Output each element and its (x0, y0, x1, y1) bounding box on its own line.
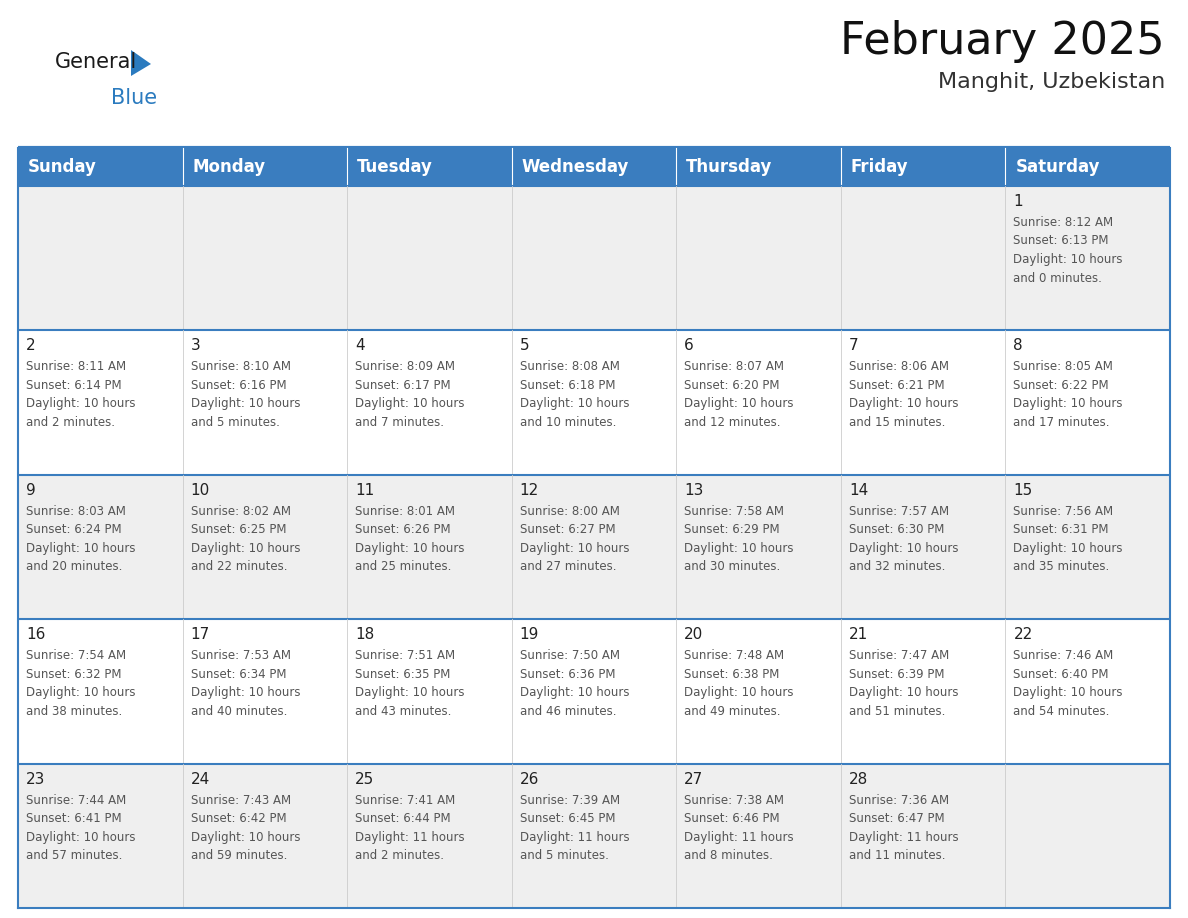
Text: Sunrise: 8:05 AM
Sunset: 6:22 PM
Daylight: 10 hours
and 17 minutes.: Sunrise: 8:05 AM Sunset: 6:22 PM Dayligh… (1013, 361, 1123, 429)
Text: Sunrise: 7:56 AM
Sunset: 6:31 PM
Daylight: 10 hours
and 35 minutes.: Sunrise: 7:56 AM Sunset: 6:31 PM Dayligh… (1013, 505, 1123, 574)
Text: Sunrise: 8:08 AM
Sunset: 6:18 PM
Daylight: 10 hours
and 10 minutes.: Sunrise: 8:08 AM Sunset: 6:18 PM Dayligh… (519, 361, 630, 429)
Text: 10: 10 (190, 483, 210, 498)
Text: 4: 4 (355, 339, 365, 353)
Text: Sunrise: 8:06 AM
Sunset: 6:21 PM
Daylight: 10 hours
and 15 minutes.: Sunrise: 8:06 AM Sunset: 6:21 PM Dayligh… (849, 361, 959, 429)
Text: 27: 27 (684, 772, 703, 787)
Text: Sunrise: 7:39 AM
Sunset: 6:45 PM
Daylight: 11 hours
and 5 minutes.: Sunrise: 7:39 AM Sunset: 6:45 PM Dayligh… (519, 793, 630, 862)
Bar (347, 148, 512, 186)
Bar (18, 620, 1170, 764)
Text: 13: 13 (684, 483, 703, 498)
Text: Sunrise: 7:41 AM
Sunset: 6:44 PM
Daylight: 11 hours
and 2 minutes.: Sunrise: 7:41 AM Sunset: 6:44 PM Dayligh… (355, 793, 465, 862)
Text: 26: 26 (519, 772, 539, 787)
Bar (1005, 148, 1170, 186)
Text: Sunrise: 7:51 AM
Sunset: 6:35 PM
Daylight: 10 hours
and 43 minutes.: Sunrise: 7:51 AM Sunset: 6:35 PM Dayligh… (355, 649, 465, 718)
Text: Sunrise: 7:58 AM
Sunset: 6:29 PM
Daylight: 10 hours
and 30 minutes.: Sunrise: 7:58 AM Sunset: 6:29 PM Dayligh… (684, 505, 794, 574)
Text: Sunrise: 7:43 AM
Sunset: 6:42 PM
Daylight: 10 hours
and 59 minutes.: Sunrise: 7:43 AM Sunset: 6:42 PM Dayligh… (190, 793, 301, 862)
Text: Wednesday: Wednesday (522, 158, 630, 176)
Text: 17: 17 (190, 627, 210, 643)
Text: Sunrise: 8:09 AM
Sunset: 6:17 PM
Daylight: 10 hours
and 7 minutes.: Sunrise: 8:09 AM Sunset: 6:17 PM Dayligh… (355, 361, 465, 429)
Bar (18, 186, 1170, 330)
Bar (18, 764, 1170, 908)
Bar (18, 330, 1170, 475)
Text: 2: 2 (26, 339, 36, 353)
Text: 5: 5 (519, 339, 530, 353)
Text: Friday: Friday (851, 158, 909, 176)
Text: Sunrise: 8:07 AM
Sunset: 6:20 PM
Daylight: 10 hours
and 12 minutes.: Sunrise: 8:07 AM Sunset: 6:20 PM Dayligh… (684, 361, 794, 429)
Text: Sunrise: 8:02 AM
Sunset: 6:25 PM
Daylight: 10 hours
and 22 minutes.: Sunrise: 8:02 AM Sunset: 6:25 PM Dayligh… (190, 505, 301, 574)
Text: Tuesday: Tuesday (358, 158, 432, 176)
Text: 14: 14 (849, 483, 868, 498)
Text: Saturday: Saturday (1016, 158, 1100, 176)
Bar (512, 148, 676, 186)
Text: 12: 12 (519, 483, 539, 498)
Text: Thursday: Thursday (687, 158, 772, 176)
Text: 15: 15 (1013, 483, 1032, 498)
Text: 7: 7 (849, 339, 859, 353)
Text: Sunrise: 7:57 AM
Sunset: 6:30 PM
Daylight: 10 hours
and 32 minutes.: Sunrise: 7:57 AM Sunset: 6:30 PM Dayligh… (849, 505, 959, 574)
Text: 19: 19 (519, 627, 539, 643)
Text: Sunrise: 7:54 AM
Sunset: 6:32 PM
Daylight: 10 hours
and 38 minutes.: Sunrise: 7:54 AM Sunset: 6:32 PM Dayligh… (26, 649, 135, 718)
Text: 1: 1 (1013, 194, 1023, 209)
Text: 8: 8 (1013, 339, 1023, 353)
Text: Sunrise: 8:03 AM
Sunset: 6:24 PM
Daylight: 10 hours
and 20 minutes.: Sunrise: 8:03 AM Sunset: 6:24 PM Dayligh… (26, 505, 135, 574)
Text: 22: 22 (1013, 627, 1032, 643)
Text: 21: 21 (849, 627, 868, 643)
Bar (676, 148, 841, 186)
Text: Sunrise: 7:53 AM
Sunset: 6:34 PM
Daylight: 10 hours
and 40 minutes.: Sunrise: 7:53 AM Sunset: 6:34 PM Dayligh… (190, 649, 301, 718)
Text: Sunrise: 7:48 AM
Sunset: 6:38 PM
Daylight: 10 hours
and 49 minutes.: Sunrise: 7:48 AM Sunset: 6:38 PM Dayligh… (684, 649, 794, 718)
Text: Sunrise: 7:44 AM
Sunset: 6:41 PM
Daylight: 10 hours
and 57 minutes.: Sunrise: 7:44 AM Sunset: 6:41 PM Dayligh… (26, 793, 135, 862)
Text: 24: 24 (190, 772, 210, 787)
Text: Sunrise: 7:36 AM
Sunset: 6:47 PM
Daylight: 11 hours
and 11 minutes.: Sunrise: 7:36 AM Sunset: 6:47 PM Dayligh… (849, 793, 959, 862)
Text: General: General (55, 52, 138, 72)
Text: Sunrise: 8:10 AM
Sunset: 6:16 PM
Daylight: 10 hours
and 5 minutes.: Sunrise: 8:10 AM Sunset: 6:16 PM Dayligh… (190, 361, 301, 429)
Text: 3: 3 (190, 339, 201, 353)
Text: Blue: Blue (110, 88, 157, 108)
Text: 23: 23 (26, 772, 45, 787)
Text: Sunrise: 8:11 AM
Sunset: 6:14 PM
Daylight: 10 hours
and 2 minutes.: Sunrise: 8:11 AM Sunset: 6:14 PM Dayligh… (26, 361, 135, 429)
Text: Manghit, Uzbekistan: Manghit, Uzbekistan (937, 72, 1165, 92)
Bar (18, 475, 1170, 620)
Text: 25: 25 (355, 772, 374, 787)
Bar (183, 148, 347, 186)
Text: 11: 11 (355, 483, 374, 498)
Text: Sunrise: 7:46 AM
Sunset: 6:40 PM
Daylight: 10 hours
and 54 minutes.: Sunrise: 7:46 AM Sunset: 6:40 PM Dayligh… (1013, 649, 1123, 718)
Text: 20: 20 (684, 627, 703, 643)
Text: Sunrise: 7:47 AM
Sunset: 6:39 PM
Daylight: 10 hours
and 51 minutes.: Sunrise: 7:47 AM Sunset: 6:39 PM Dayligh… (849, 649, 959, 718)
Polygon shape (131, 50, 151, 76)
Text: 18: 18 (355, 627, 374, 643)
Bar (841, 148, 1005, 186)
Bar (18, 148, 183, 186)
Text: February 2025: February 2025 (840, 20, 1165, 63)
Text: 16: 16 (26, 627, 45, 643)
Text: 6: 6 (684, 339, 694, 353)
Text: 9: 9 (26, 483, 36, 498)
Text: Sunrise: 7:38 AM
Sunset: 6:46 PM
Daylight: 11 hours
and 8 minutes.: Sunrise: 7:38 AM Sunset: 6:46 PM Dayligh… (684, 793, 794, 862)
Text: Sunrise: 8:00 AM
Sunset: 6:27 PM
Daylight: 10 hours
and 27 minutes.: Sunrise: 8:00 AM Sunset: 6:27 PM Dayligh… (519, 505, 630, 574)
Text: Sunrise: 7:50 AM
Sunset: 6:36 PM
Daylight: 10 hours
and 46 minutes.: Sunrise: 7:50 AM Sunset: 6:36 PM Dayligh… (519, 649, 630, 718)
Text: Sunrise: 8:01 AM
Sunset: 6:26 PM
Daylight: 10 hours
and 25 minutes.: Sunrise: 8:01 AM Sunset: 6:26 PM Dayligh… (355, 505, 465, 574)
Text: Sunday: Sunday (29, 158, 97, 176)
Text: 28: 28 (849, 772, 868, 787)
Text: Monday: Monday (192, 158, 266, 176)
Text: Sunrise: 8:12 AM
Sunset: 6:13 PM
Daylight: 10 hours
and 0 minutes.: Sunrise: 8:12 AM Sunset: 6:13 PM Dayligh… (1013, 216, 1123, 285)
